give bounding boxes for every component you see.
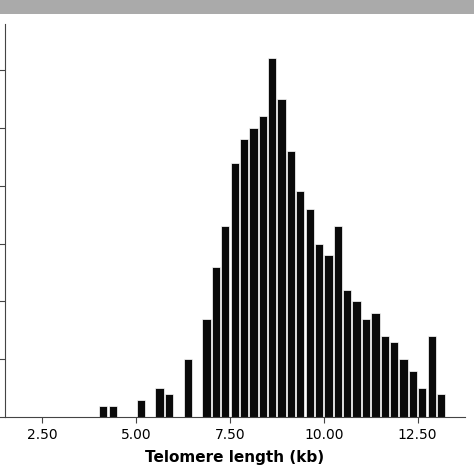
Bar — [240, 139, 248, 417]
Bar — [371, 313, 380, 417]
Bar — [390, 342, 398, 417]
Bar — [221, 226, 229, 417]
Bar — [109, 406, 117, 417]
Bar — [202, 319, 210, 417]
Bar — [249, 128, 257, 417]
Bar — [381, 336, 389, 417]
Bar — [306, 209, 314, 417]
Bar — [259, 116, 267, 417]
Bar — [137, 400, 145, 417]
X-axis label: Telomere length (kb): Telomere length (kb) — [145, 450, 324, 465]
Bar — [334, 226, 342, 417]
Bar — [362, 319, 370, 417]
Bar — [296, 191, 304, 417]
Bar — [353, 301, 361, 417]
Bar — [268, 58, 276, 417]
Bar — [324, 255, 333, 417]
Bar — [343, 290, 351, 417]
Bar — [315, 244, 323, 417]
Bar — [277, 99, 286, 417]
Bar — [165, 394, 173, 417]
Bar — [428, 336, 436, 417]
Bar — [287, 151, 295, 417]
Bar — [418, 388, 427, 417]
Bar — [400, 359, 408, 417]
Bar — [437, 394, 445, 417]
Bar — [183, 359, 192, 417]
Bar — [230, 163, 239, 417]
Bar — [155, 388, 164, 417]
Bar — [409, 371, 417, 417]
Bar — [212, 267, 220, 417]
Bar — [99, 406, 108, 417]
